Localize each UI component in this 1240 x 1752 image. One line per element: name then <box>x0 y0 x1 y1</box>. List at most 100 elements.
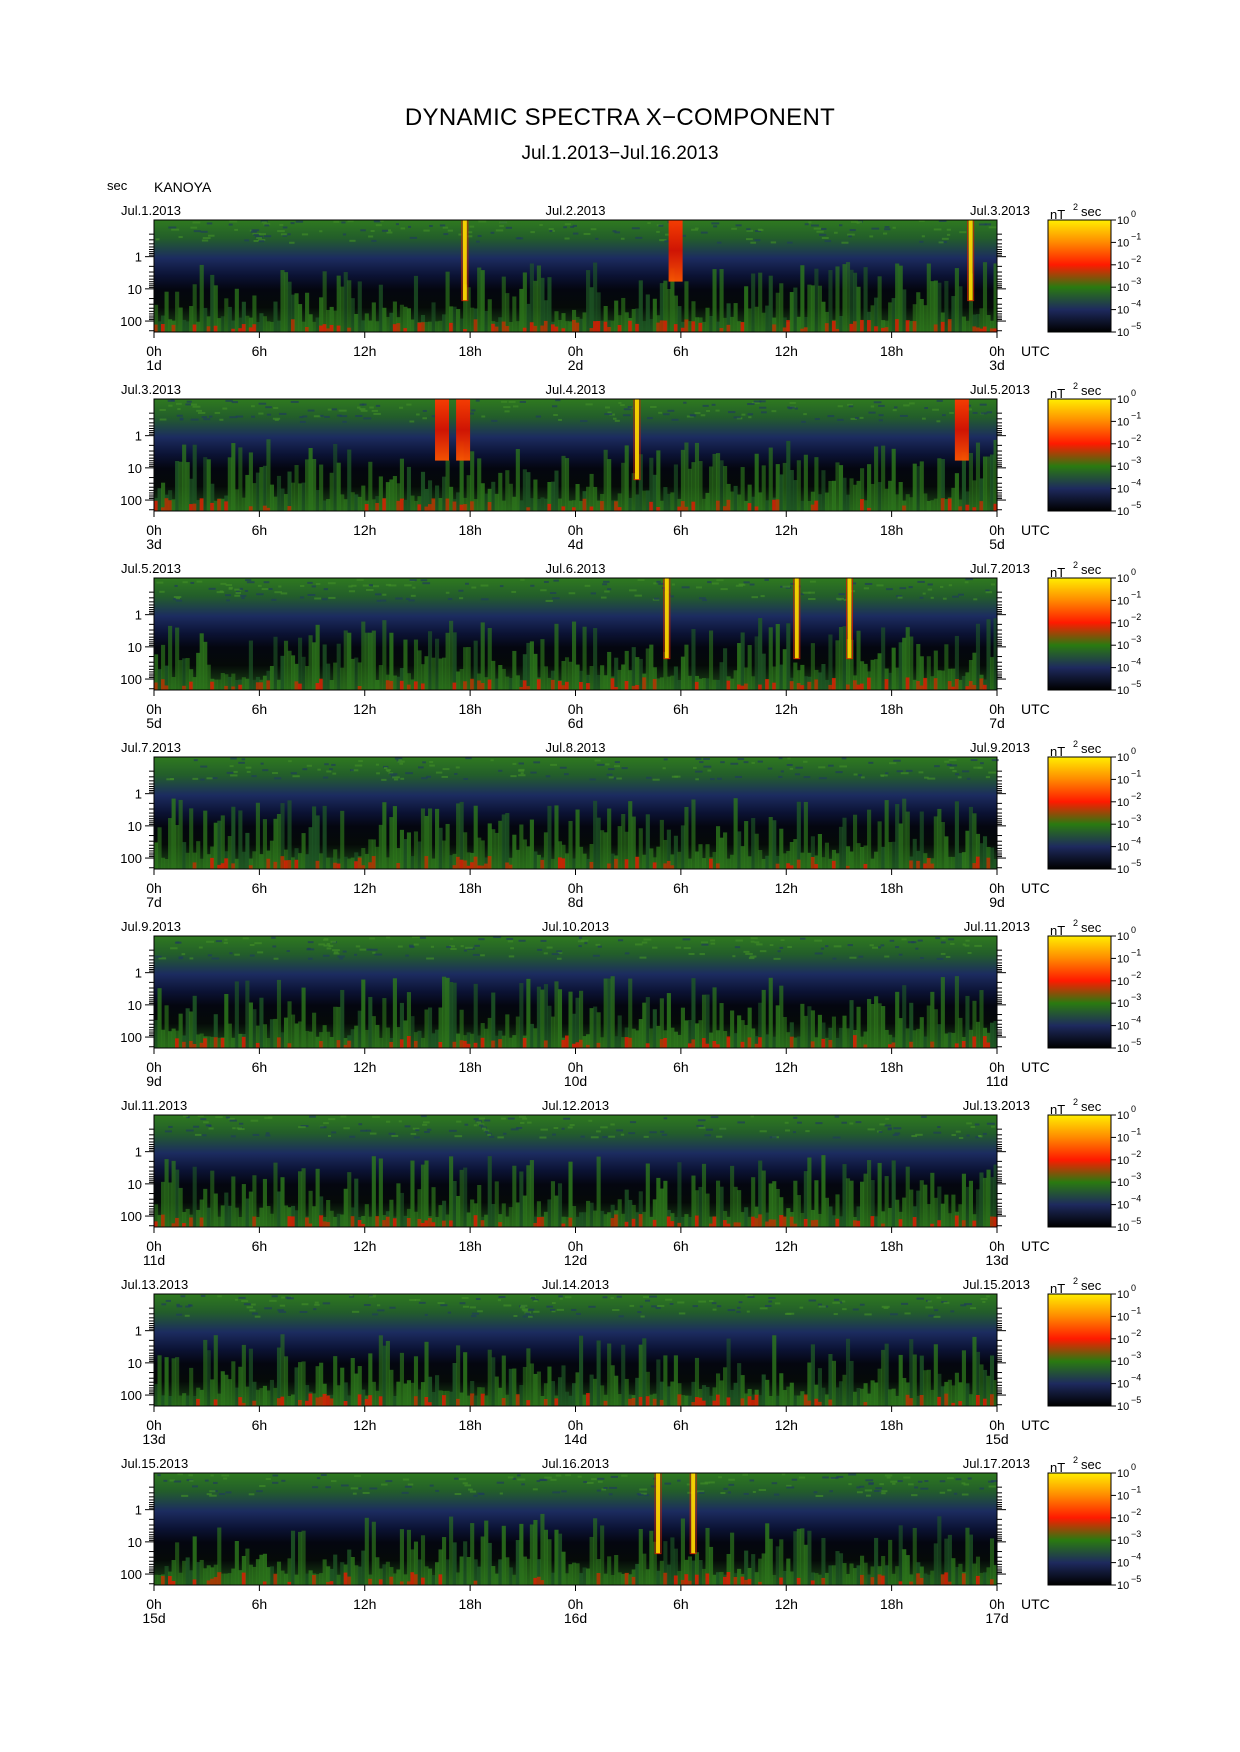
spectrogram-column <box>835 1387 840 1406</box>
spectrogram-column <box>554 311 559 332</box>
spectrogram-hotspot <box>747 1396 752 1406</box>
spectrogram-column <box>259 1207 264 1227</box>
spectrogram-speckle <box>886 588 893 591</box>
spectrogram-speckle <box>829 1490 833 1493</box>
spectrogram-speckle <box>600 1126 608 1129</box>
spectrogram-column <box>747 1007 752 1048</box>
spectrogram-speckle <box>342 420 347 423</box>
spectrogram-speckle <box>667 593 671 596</box>
spectrogram-speckle <box>691 228 699 231</box>
colorbar-unit: nT <box>1050 386 1065 401</box>
spectrogram-column <box>582 312 587 332</box>
spectrogram-speckle <box>889 939 895 942</box>
spectrogram-hotspot <box>663 320 668 332</box>
spectrogram-column <box>895 1199 900 1227</box>
spectrogram-speckle <box>941 237 949 240</box>
spectrogram-hotspot <box>888 1044 893 1048</box>
x-tick-label: 12h <box>353 701 376 717</box>
spectrogram-hotspot <box>775 499 780 511</box>
spectrogram-column <box>874 996 879 1048</box>
spectrogram-speckle <box>229 765 234 768</box>
spectrogram-speckle <box>513 1314 518 1317</box>
spectrogram-speckle <box>490 231 495 234</box>
spectrogram-speckle <box>700 414 706 417</box>
spectrogram-speckle <box>552 597 560 600</box>
spectrogram-column <box>505 1557 510 1585</box>
spectrogram-column <box>810 285 815 332</box>
spectrogram-column <box>410 1016 415 1048</box>
x-tick-label: 18h <box>458 1059 481 1075</box>
spectrogram-column <box>554 805 559 869</box>
spectrogram-speckle <box>385 769 391 772</box>
spectrogram-column <box>298 853 303 869</box>
spectrogram-speckle <box>652 778 660 781</box>
spectrogram-speckle <box>409 1299 417 1302</box>
spectrogram-hotspot <box>168 500 173 511</box>
spectrogram-hotspot <box>828 1039 833 1048</box>
y-tick-label: 10 <box>128 1356 142 1371</box>
day-label: 5d <box>146 715 162 731</box>
spectrogram-speckle <box>532 1488 538 1491</box>
colorbar-tick-label: 10 <box>1117 416 1129 428</box>
spectrogram-column <box>694 1190 700 1227</box>
spectrogram-speckle <box>957 593 964 596</box>
spectrogram-hotspot <box>796 1577 801 1585</box>
spectrogram-hotspot <box>652 1398 657 1406</box>
colorbar <box>1047 219 1112 333</box>
spectrogram-column <box>870 305 875 332</box>
spectrogram-column <box>765 305 770 332</box>
spectrogram-column <box>427 631 433 690</box>
spectrogram-hotspot <box>821 1038 826 1048</box>
spectrogram-column <box>631 1204 636 1227</box>
spectrogram-column <box>322 644 327 690</box>
spectrogram-column <box>203 1339 208 1406</box>
spectrogram-speckle <box>409 420 415 423</box>
spectrogram-speckle <box>572 232 579 235</box>
spectrogram-hotspot <box>923 677 928 690</box>
spectrogram-speckle <box>261 221 267 224</box>
spectrogram-column <box>803 1544 808 1585</box>
spectrogram-column <box>424 488 429 511</box>
spectrogram-column <box>185 1008 190 1048</box>
spectrogram-speckle <box>410 1132 417 1135</box>
spectrogram-column <box>505 293 510 332</box>
spectrogram-column <box>607 651 612 690</box>
spectrogram-hotspot <box>238 684 243 690</box>
spectrogram-speckle <box>754 941 760 944</box>
spectrogram-speckle <box>991 759 999 762</box>
spectrogram-hotspot <box>740 1041 745 1048</box>
spectrogram-speckle <box>267 1116 273 1119</box>
spectrogram-column <box>680 1216 685 1227</box>
spectrogram-column <box>287 1558 292 1585</box>
spectrogram-speckle <box>710 939 716 942</box>
spectrogram-speckle <box>869 944 874 947</box>
colorbar-tick-exp: −1 <box>1131 589 1141 599</box>
y-tick-label: 1 <box>135 966 142 981</box>
colorbar-unit-exp: 2 <box>1073 381 1078 391</box>
x-tick-label: 0h <box>568 343 584 359</box>
spectrogram-speckle <box>265 1478 271 1481</box>
spectrogram-column <box>835 1551 840 1585</box>
colorbar-unit-tail: sec <box>1081 741 1102 756</box>
spectrogram-hotspot <box>831 860 837 869</box>
spectrogram-column <box>266 321 271 332</box>
spectrogram-column <box>564 657 570 690</box>
spectrogram-column <box>800 500 805 511</box>
colorbar-tick-exp: −3 <box>1131 813 1141 823</box>
spectrogram-column <box>716 453 721 511</box>
spectrogram-hotspot <box>835 328 840 332</box>
spectrogram-hotspot <box>680 501 685 511</box>
spectrogram-hotspot <box>298 683 303 690</box>
spectrogram-speckle <box>778 757 783 760</box>
x-unit-label: UTC <box>1021 701 1050 717</box>
colorbar <box>1047 756 1112 870</box>
spectrogram-hotspot <box>698 322 703 332</box>
spectrogram-speckle <box>612 417 617 420</box>
spectrogram-column <box>294 848 299 869</box>
spectrogram-column <box>772 1574 777 1585</box>
spectrogram-hotspot <box>456 1398 461 1406</box>
spectrogram-column <box>680 1007 685 1048</box>
spectrogram-column <box>175 291 180 332</box>
spectrogram-column <box>708 630 714 690</box>
spectrogram-column <box>280 270 285 332</box>
